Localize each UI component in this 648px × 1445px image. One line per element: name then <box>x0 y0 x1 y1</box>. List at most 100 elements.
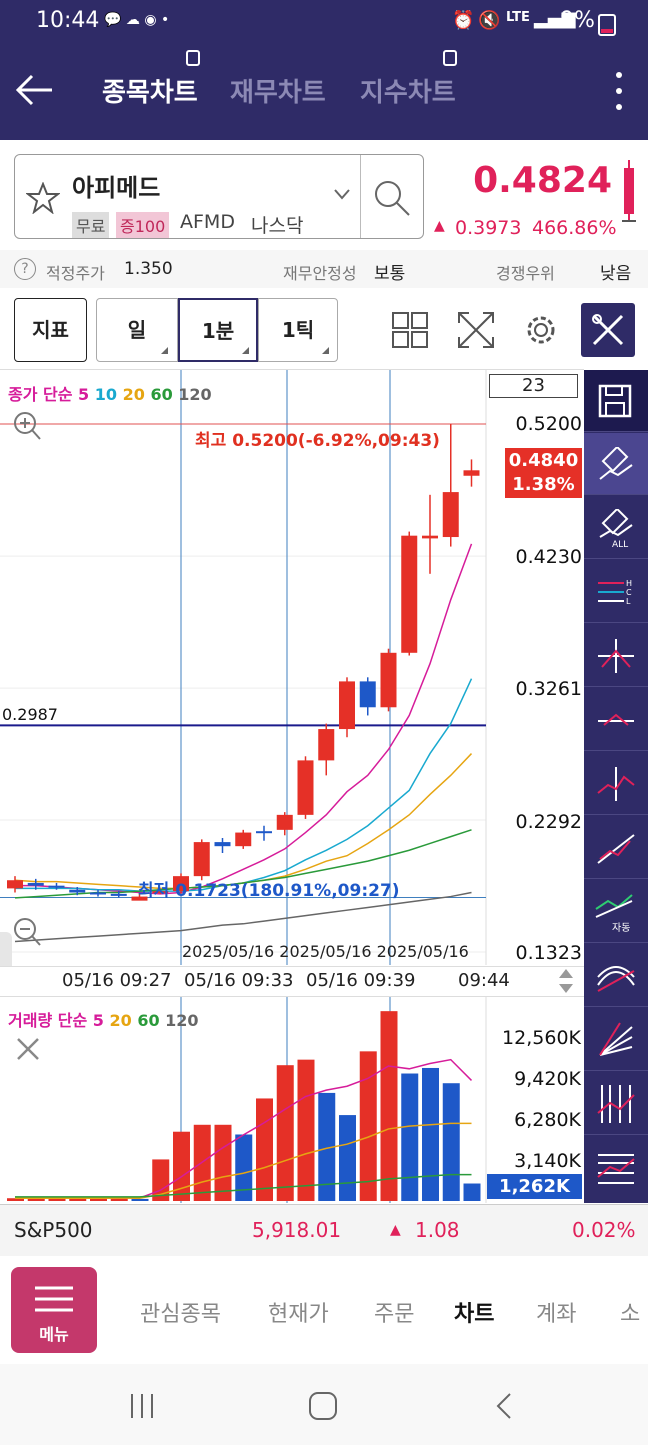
menu-button[interactable]: 메뉴 <box>11 1267 97 1353</box>
candle-body <box>90 892 106 895</box>
candle-body <box>7 880 23 889</box>
back-arrow-icon[interactable] <box>16 74 54 106</box>
axis-scroll-icon[interactable] <box>558 968 574 994</box>
nav-current-price[interactable]: 현재가 <box>268 1302 329 1327</box>
legend-vma60: 60 <box>137 1011 160 1030</box>
legend-ma120: 120 <box>178 385 212 404</box>
volume-bar <box>359 1051 377 1201</box>
index-change-pct: 0.02% <box>572 1218 636 1242</box>
volume-bar <box>297 1059 315 1201</box>
fullscreen-icon[interactable] <box>457 311 495 349</box>
erase-all-button[interactable]: ALL <box>584 497 648 559</box>
time-axis-label: 05/16 09:27 <box>62 970 172 991</box>
volume-bar <box>339 1115 356 1201</box>
trend-line-button[interactable] <box>584 817 648 879</box>
bottom-nav <box>0 1258 648 1364</box>
volume-bar <box>276 1065 294 1201</box>
tab-stock-chart[interactable]: 종목차트 <box>102 78 198 108</box>
candle-body <box>69 889 86 893</box>
status-time: 10:44 <box>36 8 100 33</box>
hcl-lines-button[interactable]: H C L <box>584 561 648 623</box>
horizontal-line-button[interactable] <box>584 689 648 751</box>
nav-chart[interactable]: 차트 <box>454 1302 495 1327</box>
legend-ma10: 10 <box>94 385 118 404</box>
drawing-tools-button[interactable] <box>581 303 635 357</box>
price-tick: 0.2292 <box>515 811 582 833</box>
indicator-button[interactable]: 지표 <box>14 298 87 362</box>
badge-margin: 증100 <box>116 212 170 238</box>
stability-label: 재무안정성 <box>283 264 357 283</box>
recent-apps-icon[interactable] <box>128 1392 156 1420</box>
home-icon[interactable] <box>308 1391 338 1421</box>
nav-order[interactable]: 주문 <box>374 1302 415 1327</box>
candle-body <box>193 842 210 877</box>
candle-body <box>152 891 169 894</box>
horizontal-lines-icon <box>597 1154 635 1184</box>
vertical-line-button[interactable] <box>584 753 648 815</box>
volume-bar <box>422 1067 439 1201</box>
auto-trend-button[interactable]: 자동 <box>584 881 648 943</box>
volume-bar <box>48 1198 66 1201</box>
svg-text:ALL: ALL <box>612 540 628 549</box>
close-icon[interactable] <box>16 1037 40 1061</box>
arc-button[interactable] <box>584 945 648 1007</box>
ma-line-20 <box>14 753 473 890</box>
candle-body <box>442 492 459 538</box>
legend-vma5: 5 <box>92 1011 104 1030</box>
zoom-in-icon[interactable] <box>12 410 42 442</box>
nav-account[interactable]: 계좌 <box>536 1302 577 1327</box>
time-axis-label: 05/16 09:33 <box>184 970 294 991</box>
flat-mark <box>622 220 636 222</box>
volume-chart[interactable] <box>0 997 584 1203</box>
nav-more[interactable]: 소 <box>620 1302 641 1327</box>
fan-button[interactable] <box>584 1009 648 1071</box>
vertical-line-icon <box>597 767 635 801</box>
volume-bar <box>256 1098 273 1201</box>
divider <box>0 369 584 370</box>
favorite-star-icon[interactable] <box>26 182 60 214</box>
help-icon[interactable]: ? <box>14 258 36 280</box>
index-ticker-bar[interactable] <box>0 1204 648 1256</box>
legend-ma60: 60 <box>150 385 173 404</box>
stock-selector[interactable] <box>14 154 424 239</box>
network-label: LTE <box>506 10 530 25</box>
tab-sync-icon <box>186 50 200 66</box>
price-chart[interactable] <box>0 370 584 965</box>
period-day-button[interactable]: 일 <box>96 298 178 362</box>
volume-ma-line-20 <box>15 1122 472 1199</box>
volume-bar <box>152 1159 170 1201</box>
fair-price-label: 적정주가 <box>46 264 105 283</box>
layout-grid-icon[interactable] <box>392 312 428 348</box>
tab-index-chart[interactable]: 지수차트 <box>360 78 456 108</box>
time-axis-label: 09:44 <box>458 970 510 991</box>
candle-body <box>422 535 438 539</box>
chevron-down-icon[interactable] <box>334 188 350 200</box>
horizontal-lines-button[interactable] <box>584 1137 648 1199</box>
erase-button[interactable] <box>584 433 648 495</box>
visible-count-box[interactable]: 23 <box>489 374 578 398</box>
save-button[interactable] <box>584 370 648 432</box>
divider <box>360 155 361 238</box>
back-icon[interactable] <box>494 1392 514 1420</box>
price-candle-icon <box>624 160 634 220</box>
volume-tick: 6,280K <box>514 1109 581 1131</box>
tab-financial-chart[interactable]: 재무차트 <box>230 78 326 108</box>
volume-bar <box>463 1183 481 1201</box>
zoom-out-icon[interactable] <box>12 916 42 948</box>
more-menu-icon[interactable] <box>616 72 622 112</box>
legend-ma20: 20 <box>122 385 145 404</box>
crosshair-button[interactable] <box>584 625 648 687</box>
svg-text:자동: 자동 <box>612 922 630 934</box>
vertical-lines-button[interactable] <box>584 1073 648 1135</box>
candle-body <box>297 760 314 815</box>
signal-icon: ▂▄▆ <box>534 8 576 29</box>
search-icon[interactable] <box>372 178 412 218</box>
competition-value: 낮음 <box>600 264 632 284</box>
hamburger-icon <box>35 1286 73 1312</box>
trend-line-icon <box>597 834 635 864</box>
nav-watchlist[interactable]: 관심종목 <box>140 1302 221 1327</box>
status-notification-icons: 💬 ☁ ◉ • <box>104 12 170 28</box>
badge-free: 무료 <box>72 212 110 238</box>
settings-gear-icon[interactable] <box>522 311 560 349</box>
candle-body <box>48 885 65 888</box>
